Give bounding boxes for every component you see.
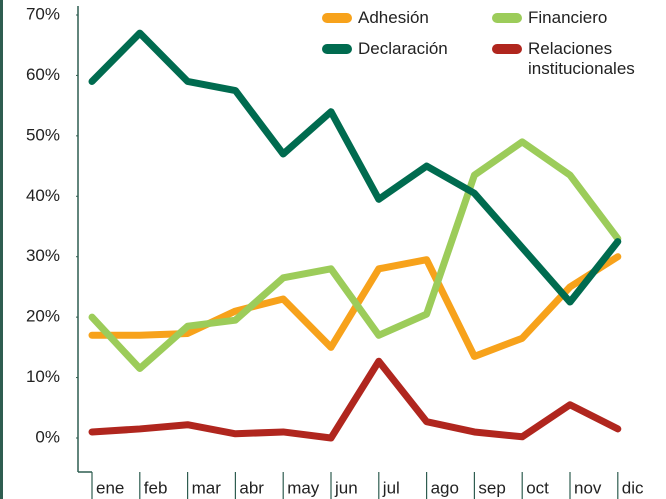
legend-label: Relaciones institucionales — [528, 39, 635, 78]
legend-label: Declaración — [358, 39, 448, 58]
legend-item: Relaciones institucionales — [492, 39, 658, 79]
legend-swatch — [322, 13, 352, 23]
left-border — [0, 0, 3, 499]
x-tick-label: feb — [144, 478, 168, 497]
series-line — [88, 357, 622, 442]
legend-item: Financiero — [492, 8, 658, 28]
x-tick-label: dic — [622, 478, 644, 497]
x-tick-label: nov — [574, 478, 602, 497]
x-tick-label: ago — [431, 478, 459, 497]
y-tick-label: 10% — [26, 367, 60, 386]
series-line — [88, 138, 622, 373]
series-line — [88, 29, 622, 306]
legend-label: Adhesión — [358, 8, 429, 27]
x-tick-label: jul — [382, 478, 400, 497]
y-tick-label: 0% — [35, 427, 60, 446]
x-tick-label: mar — [192, 478, 222, 497]
legend-swatch — [492, 13, 522, 23]
x-tick-label: oct — [526, 478, 549, 497]
y-tick-label: 50% — [26, 125, 60, 144]
x-tick-label: may — [287, 478, 320, 497]
x-tick-label: jun — [334, 478, 358, 497]
y-tick-label: 20% — [26, 307, 60, 326]
legend-swatch — [322, 44, 352, 54]
x-tick-label: sep — [478, 478, 505, 497]
x-tick-label: ene — [96, 478, 124, 497]
legend-swatch — [492, 44, 522, 54]
x-tick-label: abr — [239, 478, 264, 497]
y-tick-label: 70% — [26, 4, 60, 23]
legend-label: Financiero — [528, 8, 608, 27]
y-tick-label: 60% — [26, 65, 60, 84]
y-tick-label: 30% — [26, 246, 60, 265]
y-tick-label: 40% — [26, 186, 60, 205]
legend-item: Declaración — [322, 39, 488, 59]
legend-item: Adhesión — [322, 8, 488, 28]
